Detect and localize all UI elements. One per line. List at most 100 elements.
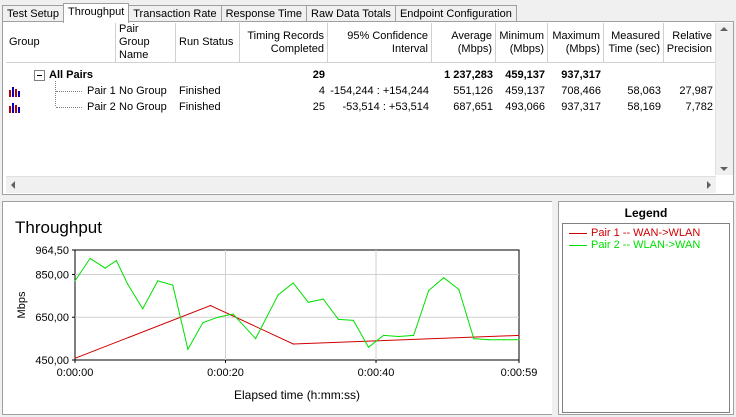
chart-title: Throughput (15, 218, 102, 237)
series-line-pair-2 (74, 257, 519, 351)
data-point (503, 339, 505, 341)
plot-area (74, 249, 520, 361)
throughput-chart-pane: Throughput 964,50 850,00 650,00 450,00 0:00:0… (2, 201, 553, 415)
measured-time: 58,169 (627, 101, 661, 113)
results-table-panel: Group Pair Group Name Run Status Timing Reco… (2, 21, 734, 195)
pair-name: Pair 1 (87, 85, 116, 97)
minimum-mbps: 459,137 (505, 85, 545, 97)
tab-test-setup[interactable]: Test Setup (2, 5, 64, 23)
data-point (104, 267, 106, 269)
scroll-up-icon[interactable] (720, 27, 728, 31)
data-point (322, 298, 324, 300)
confidence-interval: -53,514 : +53,514 (342, 101, 429, 113)
tab-strip: Test Setup Throughput Transaction Rate Resp… (2, 3, 517, 23)
average-mbps: 687,651 (453, 101, 493, 113)
data-point (187, 348, 189, 350)
tab-transaction-rate[interactable]: Transaction Rate (128, 5, 222, 23)
pair-group: No Group (119, 101, 167, 113)
y-tick-label: 964,50 (35, 245, 69, 257)
data-point (172, 284, 174, 286)
legend-swatch (569, 244, 587, 246)
minimum-mbps: 493,066 (505, 101, 545, 113)
timing-records: 25 (312, 101, 325, 113)
horizontal-scrollbar[interactable] (6, 176, 716, 193)
column-header[interactable]: 95% Confidence Interval (328, 23, 432, 63)
tab-throughput[interactable]: Throughput (62, 3, 130, 23)
data-point (397, 335, 400, 338)
column-header[interactable]: Pair Group Name (116, 23, 176, 63)
scroll-left-icon[interactable] (11, 181, 15, 189)
x-axis-label: Elapsed time (h:mm:ss) (234, 388, 360, 402)
legend-label: Pair 1 -- WAN->WLAN (591, 227, 701, 239)
run-status: Finished (179, 85, 221, 97)
x-tick-label: 0:00:40 (358, 367, 395, 379)
timing-records: 4 (318, 85, 325, 97)
pair-group: No Group (119, 85, 167, 97)
data-point (89, 257, 91, 260)
all-pairs-label: All Pairs (49, 69, 94, 81)
data-point (337, 318, 339, 320)
column-header[interactable]: Group (6, 23, 116, 63)
all-pairs-minimum: 459,137 (505, 69, 545, 81)
data-point (277, 294, 279, 296)
tree-branch (56, 107, 82, 109)
all-pairs-records: 29 (312, 69, 325, 81)
column-header[interactable]: Timing Records Completed (240, 23, 328, 63)
legend-pane: Legend Pair 1 -- WAN->WLAN Pair 2 -- WLAN… (558, 201, 734, 415)
measured-time: 58,063 (627, 85, 661, 97)
column-header[interactable]: Maximum (Mbps) (548, 23, 604, 63)
column-header[interactable]: Average (Mbps) (432, 23, 496, 63)
data-point (473, 338, 475, 340)
throughput-chart: Throughput 964,50 850,00 650,00 450,000:00:0… (15, 218, 538, 402)
legend-box: Pair 1 -- WAN->WLAN Pair 2 -- WLAN->WAN (562, 223, 730, 413)
data-point (292, 282, 294, 284)
all-pairs-average: 1 237,283 (444, 69, 493, 81)
data-point (352, 319, 355, 322)
series-line-pair-1 (74, 304, 520, 359)
tree-branch (56, 91, 82, 93)
column-header[interactable]: Measured Time (sec) (604, 23, 664, 63)
legend-swatch (569, 232, 587, 234)
scroll-down-icon[interactable] (720, 167, 728, 171)
column-header[interactable]: Minimum (Mbps) (496, 23, 548, 63)
data-point (458, 288, 460, 291)
data-point (518, 339, 520, 341)
data-point (292, 343, 294, 345)
y-tick-label: 850,00 (35, 269, 69, 281)
legend-label: Pair 2 -- WLAN->WAN (591, 239, 701, 251)
data-point (428, 289, 430, 292)
collapse-toggle-icon[interactable] (34, 70, 45, 81)
tab-response-time[interactable]: Response Time (220, 5, 308, 23)
column-header[interactable]: Relative Precision (664, 23, 716, 63)
x-tick-label: 0:00:59 (501, 367, 538, 379)
legend-title: Legend (624, 206, 668, 220)
horizontal-splitter[interactable] (0, 196, 736, 200)
data-point (127, 283, 129, 285)
vertical-splitter[interactable] (552, 201, 557, 415)
data-point (255, 338, 257, 340)
data-point (367, 346, 370, 348)
data-point (74, 357, 76, 359)
tab-endpoint-configuration[interactable]: Endpoint Configuration (394, 5, 517, 23)
data-point (202, 321, 204, 324)
data-point (443, 277, 445, 279)
data-point (307, 301, 309, 303)
data-point (518, 334, 520, 337)
vertical-scrollbar[interactable] (715, 23, 733, 175)
column-header[interactable]: Run Status (176, 23, 240, 63)
legend-item: Pair 2 -- WLAN->WAN (569, 239, 700, 251)
tab-raw-data-totals[interactable]: Raw Data Totals (306, 5, 396, 23)
y-tick-label: 450,00 (35, 355, 69, 367)
pair-name: Pair 2 (87, 101, 116, 113)
all-pairs-maximum: 937,317 (561, 69, 601, 81)
maximum-mbps: 708,466 (561, 85, 601, 97)
data-point (142, 308, 144, 310)
results-grid: Group Pair Group Name Run Status Timing Reco… (6, 23, 716, 193)
data-point (157, 280, 159, 282)
data-point (382, 334, 385, 337)
x-tick-label: 0:00:00 (57, 367, 94, 379)
pair-chart-icon (9, 86, 20, 97)
scroll-right-icon[interactable] (707, 181, 711, 189)
legend-item: Pair 1 -- WAN->WLAN (569, 227, 700, 239)
data-point (209, 304, 212, 307)
